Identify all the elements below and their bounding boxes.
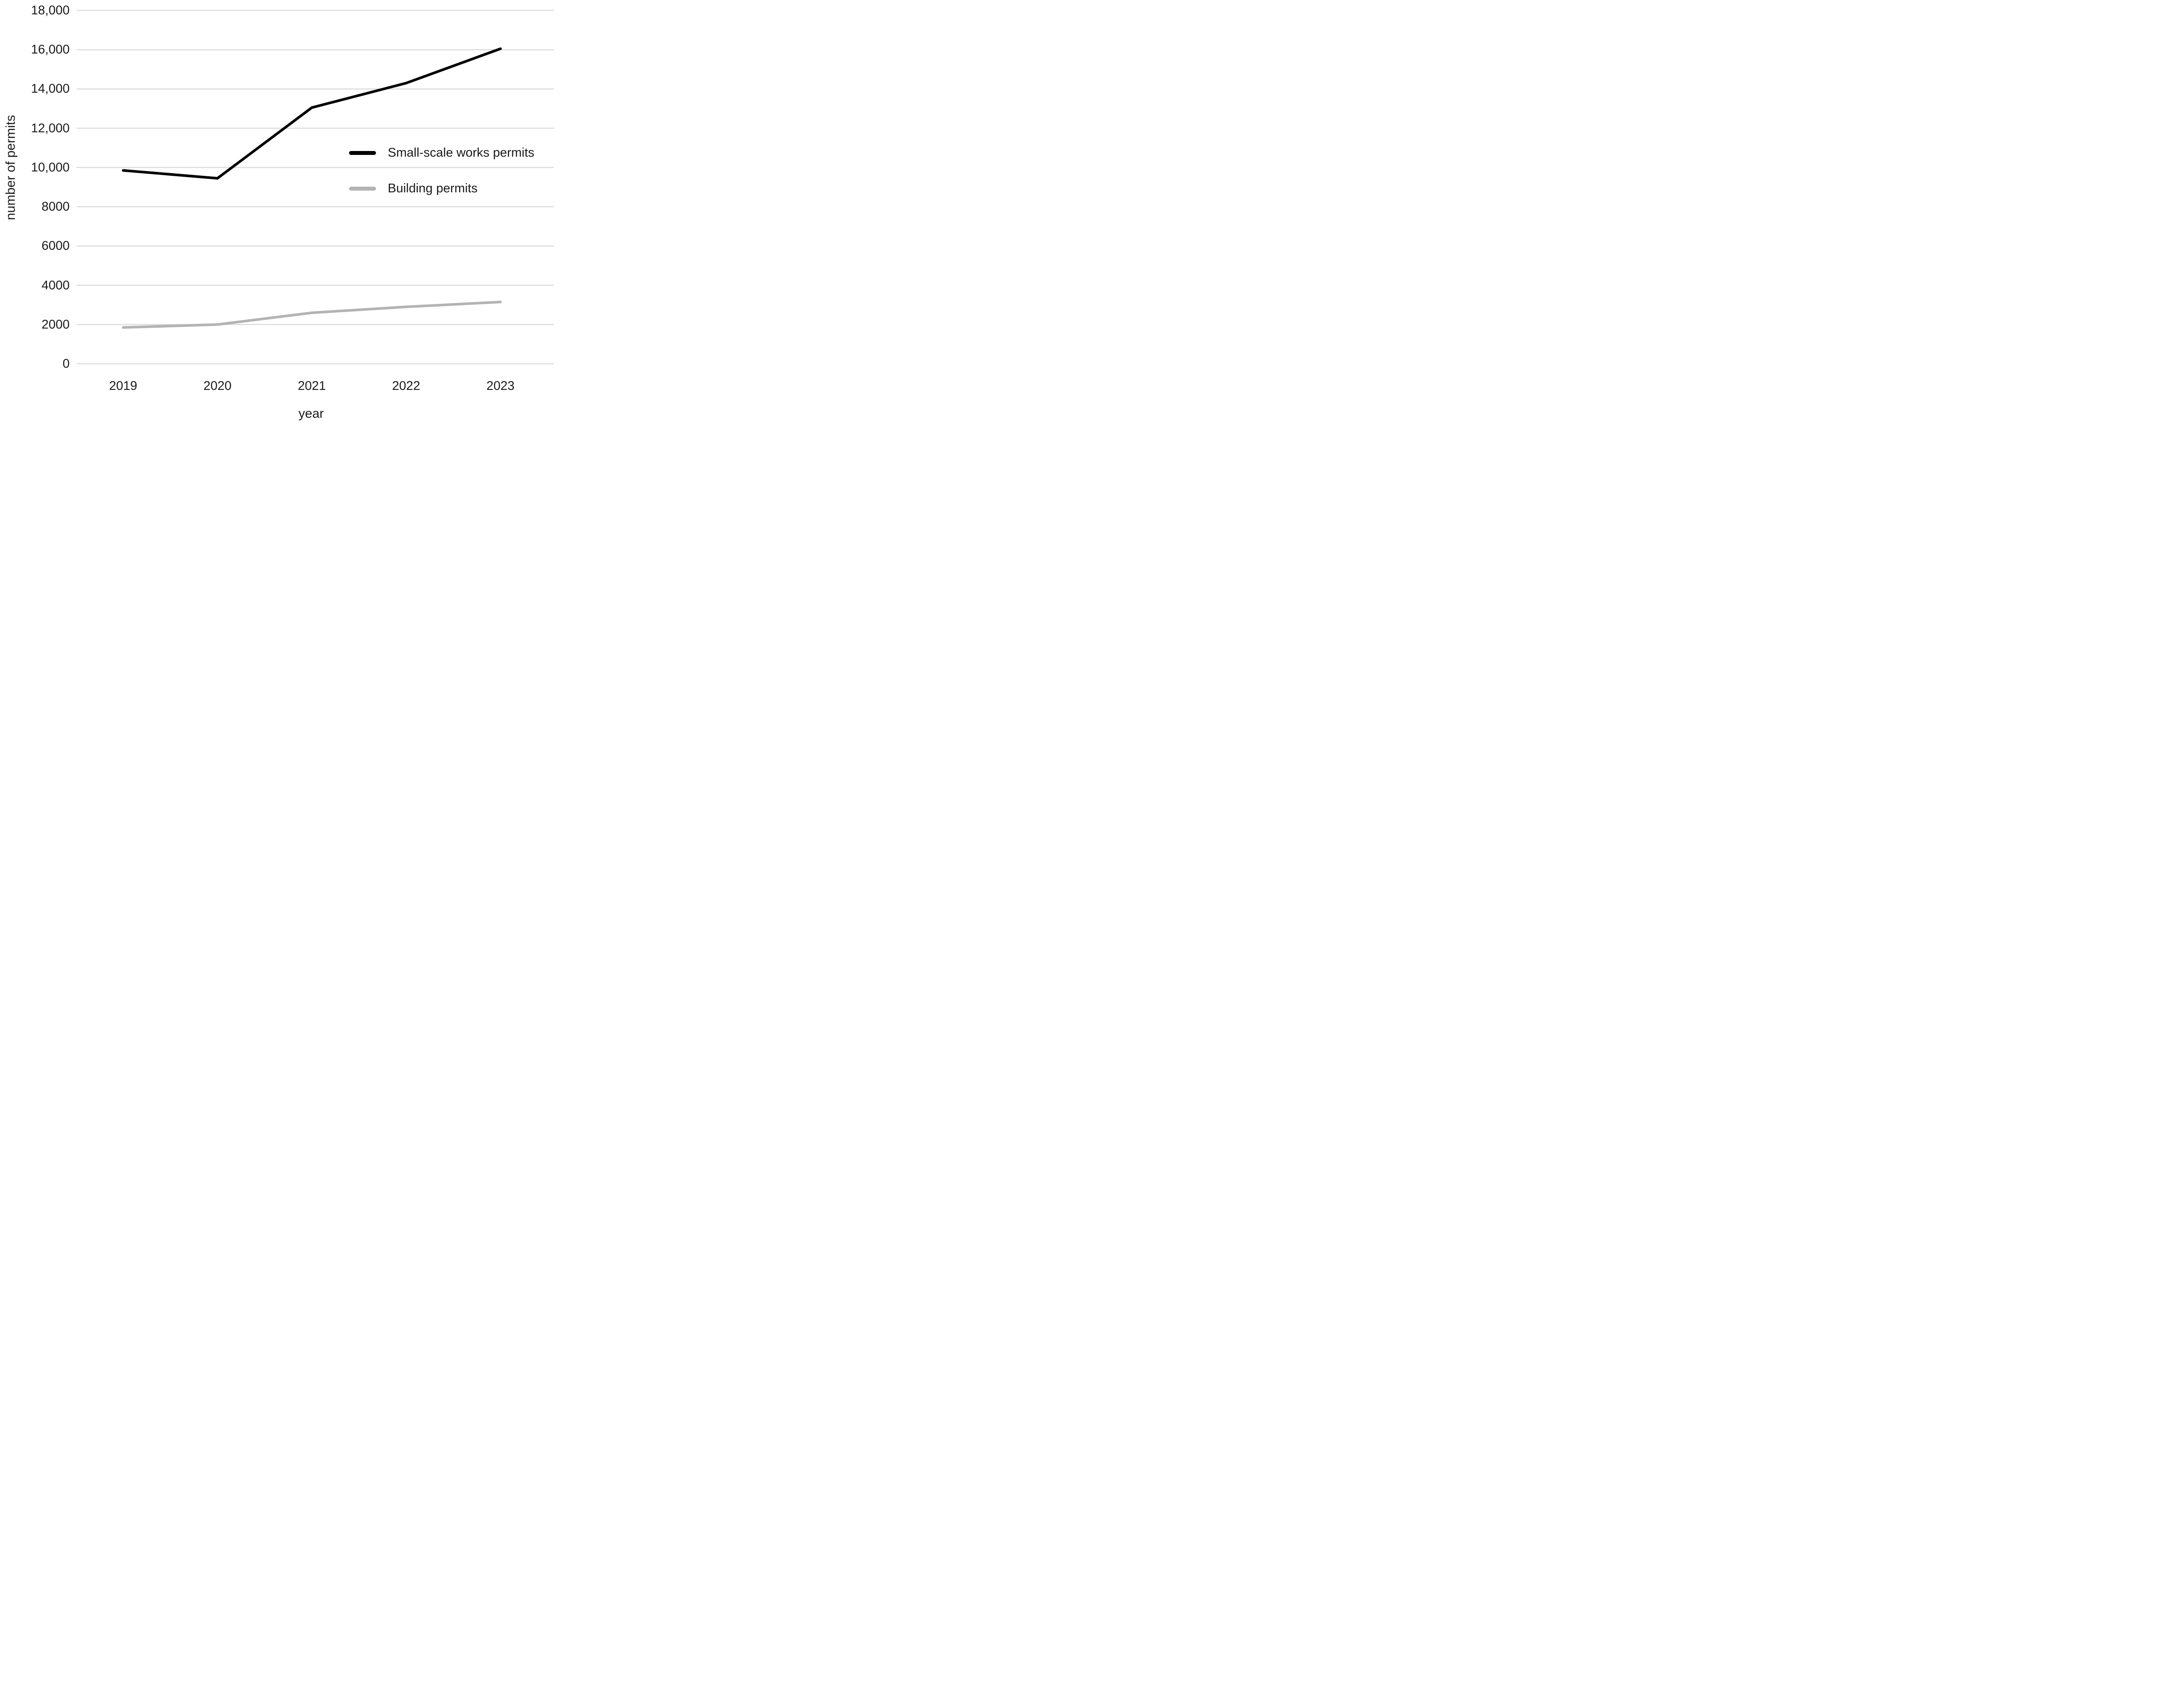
y-tick-label: 10,000 bbox=[31, 160, 70, 174]
x-tick-label: 2019 bbox=[109, 379, 138, 393]
series-line-small-scale-works-permits bbox=[122, 47, 502, 180]
x-tick-label: 2023 bbox=[486, 379, 515, 393]
y-axis-title: number of permits bbox=[3, 115, 18, 220]
y-tick-label: 2000 bbox=[41, 317, 70, 332]
y-tick-label: 12,000 bbox=[31, 121, 70, 135]
y-tick-label: 4000 bbox=[41, 278, 70, 292]
y-tick-label: 14,000 bbox=[31, 82, 70, 96]
series-line-building-permits bbox=[122, 300, 502, 329]
y-tick-label: 6000 bbox=[41, 239, 70, 253]
x-axis-title: year bbox=[298, 406, 324, 421]
y-tick-label: 8000 bbox=[41, 200, 70, 214]
y-tick-label: 18,000 bbox=[31, 3, 70, 17]
x-tick-label: 2021 bbox=[298, 379, 326, 393]
permits-line-chart: 18,000 16,000 14,000 12,000 10,000 8000 6000 40… bbox=[0, 0, 554, 427]
plot-area bbox=[77, 10, 554, 365]
y-tick-label: 0 bbox=[62, 357, 70, 371]
x-tick-label: 2020 bbox=[203, 379, 232, 393]
y-tick-label: 16,000 bbox=[31, 43, 70, 57]
x-tick-label: 2022 bbox=[392, 379, 420, 393]
